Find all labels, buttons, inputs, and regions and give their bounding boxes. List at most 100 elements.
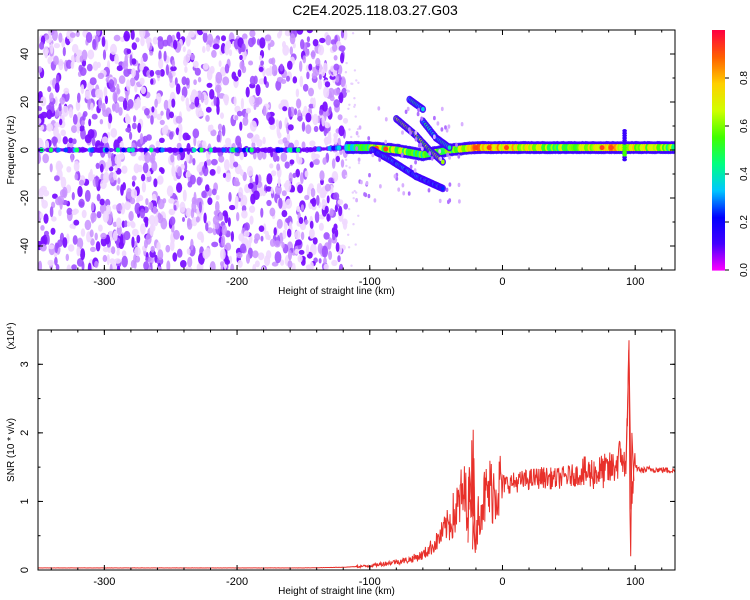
y-tick-label: -40: [19, 238, 31, 254]
noise-blob: [227, 217, 231, 227]
noise-blob: [78, 198, 85, 208]
noise-blob: [192, 60, 199, 68]
noise-blob: [98, 224, 103, 232]
noise-blob: [186, 248, 191, 255]
noise-blob: [54, 242, 58, 254]
noise-blob: [264, 34, 272, 42]
noise-blob: [68, 137, 74, 144]
noise-blob: [190, 53, 196, 61]
noise-blob: [212, 43, 220, 50]
noise-blob: [137, 164, 143, 173]
noise-blob: [269, 65, 273, 77]
noise-blob: [54, 175, 60, 182]
noise-blob: [295, 239, 302, 246]
noise-blob: [47, 56, 53, 65]
noise-blob: [220, 248, 226, 260]
colorbar-segment: [712, 150, 725, 153]
noise-blob: [150, 223, 156, 232]
transition-blob: [414, 137, 418, 142]
noise-blob: [268, 116, 275, 125]
noise-blob: [218, 155, 225, 163]
noise-dot: [354, 115, 357, 118]
colorbar-segment: [712, 174, 725, 177]
noise-blob: [86, 63, 93, 72]
band-core: [336, 145, 342, 151]
noise-blob: [312, 159, 320, 165]
noise-blob: [342, 117, 349, 124]
band-core: [178, 147, 184, 153]
noise-blob: [327, 130, 332, 141]
noise-blob: [250, 136, 258, 143]
noise-blob: [282, 229, 287, 239]
noise-blob: [130, 188, 138, 199]
noise-blob: [297, 115, 303, 122]
transition-blob: [367, 136, 371, 141]
noise-blob: [337, 199, 344, 206]
noise-blob: [176, 31, 181, 40]
noise-blob: [54, 256, 58, 266]
noise-blob: [96, 30, 101, 36]
band-core: [160, 147, 165, 153]
noise-blob: [49, 206, 54, 218]
colorbar-segment: [712, 136, 725, 139]
noise-blob: [131, 68, 136, 78]
noise-blob: [284, 180, 292, 192]
noise-blob: [53, 55, 59, 66]
noise-blob: [78, 179, 85, 186]
noise-blob: [142, 52, 148, 63]
noise-blob: [239, 151, 244, 161]
transition-blob: [355, 146, 358, 151]
noise-blob: [296, 156, 303, 165]
noise-blob: [114, 165, 118, 171]
band-hotspot: [383, 146, 389, 152]
band-core: [56, 147, 61, 153]
noise-blob: [40, 111, 48, 119]
noise-blob: [176, 248, 183, 258]
noise-blob: [129, 77, 136, 87]
colorbar-segment: [712, 204, 725, 207]
noise-dot: [353, 105, 356, 109]
noise-blob: [167, 98, 172, 110]
colorbar-segment: [712, 232, 725, 235]
noise-blob: [71, 125, 78, 134]
noise-blob: [248, 96, 255, 105]
noise-blob: [233, 76, 239, 82]
noise-blob: [169, 131, 174, 140]
noise-blob: [304, 170, 309, 178]
noise-blob: [155, 69, 162, 76]
noise-blob: [46, 123, 54, 132]
noise-blob: [331, 158, 336, 169]
band-core: [316, 146, 321, 152]
noise-blob: [177, 166, 182, 177]
branch-core: [447, 145, 452, 150]
noise-blob: [262, 136, 266, 145]
noise-blob: [135, 37, 140, 43]
noise-blob: [149, 50, 154, 56]
noise-blob: [122, 60, 129, 70]
noise-blob: [81, 209, 87, 219]
noise-blob: [38, 139, 44, 150]
noise-blob: [335, 75, 340, 83]
noise-blob: [100, 236, 108, 247]
noise-blob: [39, 41, 45, 50]
noise-blob: [215, 194, 220, 201]
noise-blob: [131, 42, 137, 50]
noise-blob: [340, 159, 345, 168]
noise-blob: [125, 91, 129, 101]
colorbar-segment: [712, 80, 725, 83]
transition-blob: [393, 174, 397, 179]
noise-blob: [59, 118, 63, 126]
noise-blob: [241, 43, 246, 53]
noise-blob: [221, 225, 228, 236]
x-axis-label: Height of straight line (km): [278, 586, 395, 597]
noise-blob: [239, 54, 243, 61]
noise-blob: [277, 177, 281, 187]
noise-blob: [103, 171, 110, 184]
colorbar-segment: [712, 124, 725, 127]
noise-blob: [182, 46, 186, 53]
noise-blob: [60, 176, 67, 189]
noise-blob: [131, 58, 137, 65]
noise-blob: [196, 164, 202, 173]
noise-blob: [321, 245, 328, 258]
